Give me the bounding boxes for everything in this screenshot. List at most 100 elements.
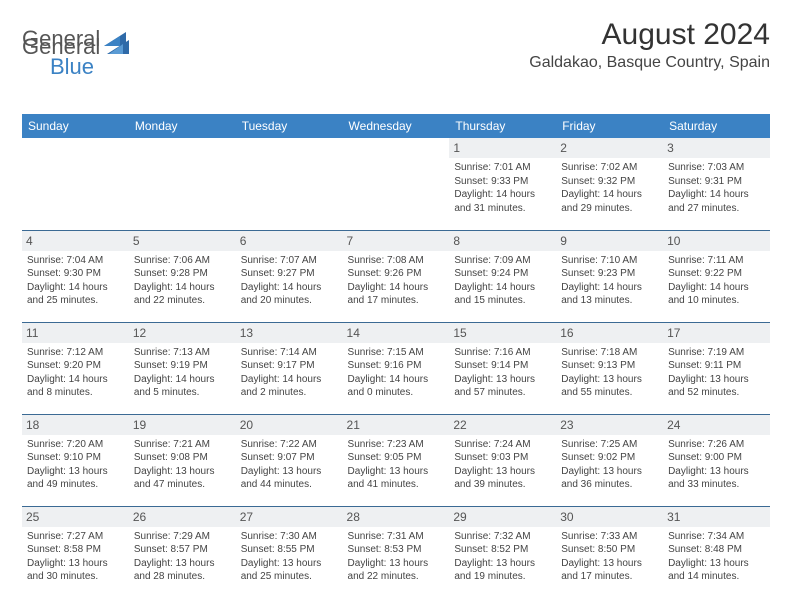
calendar-day-cell: 12Sunrise: 7:13 AMSunset: 9:19 PMDayligh…: [129, 322, 236, 414]
day-number: 19: [129, 415, 236, 435]
daylight-text: Daylight: 14 hours and 25 minutes.: [27, 281, 124, 308]
calendar-day-cell: 21Sunrise: 7:23 AMSunset: 9:05 PMDayligh…: [343, 414, 450, 506]
sunset-text: Sunset: 9:26 PM: [348, 267, 445, 281]
sunset-text: Sunset: 9:03 PM: [454, 451, 551, 465]
sunrise-text: Sunrise: 7:27 AM: [27, 530, 124, 544]
sunrise-text: Sunrise: 7:03 AM: [668, 161, 765, 175]
calendar-day-cell: [22, 138, 129, 230]
sunset-text: Sunset: 8:50 PM: [561, 543, 658, 557]
brand-triangle-icon-2: [107, 41, 129, 58]
day-number: 2: [556, 138, 663, 158]
daylight-text: Daylight: 13 hours and 17 minutes.: [561, 557, 658, 584]
sunrise-text: Sunrise: 7:33 AM: [561, 530, 658, 544]
sunset-text: Sunset: 8:53 PM: [348, 543, 445, 557]
sunset-text: Sunset: 9:31 PM: [668, 175, 765, 189]
sunrise-text: Sunrise: 7:34 AM: [668, 530, 765, 544]
calendar-day-cell: 13Sunrise: 7:14 AMSunset: 9:17 PMDayligh…: [236, 322, 343, 414]
day-number: 9: [556, 231, 663, 251]
calendar-day-cell: [343, 138, 450, 230]
calendar-day-cell: 7Sunrise: 7:08 AMSunset: 9:26 PMDaylight…: [343, 230, 450, 322]
sunrise-text: Sunrise: 7:20 AM: [27, 438, 124, 452]
daylight-text: Daylight: 14 hours and 8 minutes.: [27, 373, 124, 400]
sunset-text: Sunset: 9:23 PM: [561, 267, 658, 281]
calendar-day-cell: 23Sunrise: 7:25 AMSunset: 9:02 PMDayligh…: [556, 414, 663, 506]
sunset-text: Sunset: 9:07 PM: [241, 451, 338, 465]
day-number: 10: [663, 231, 770, 251]
dow-thursday: Thursday: [449, 114, 556, 138]
calendar-day-cell: 3Sunrise: 7:03 AMSunset: 9:31 PMDaylight…: [663, 138, 770, 230]
sunrise-text: Sunrise: 7:18 AM: [561, 346, 658, 360]
calendar-day-cell: 30 Sunrise: 7:33 AMSunset: 8:50 PMDayligh…: [556, 506, 663, 598]
sunrise-text: Sunrise: 7:24 AM: [454, 438, 551, 452]
calendar-day-cell: 17Sunrise: 7:19 AMSunset: 9:11 PMDayligh…: [663, 322, 770, 414]
calendar-day-cell: 4Sunrise: 7:04 AMSunset: 9:30 PMDaylight…: [22, 230, 129, 322]
calendar-day-cell: 29Sunrise: 7:32 AMSunset: 8:52 PMDayligh…: [449, 506, 556, 598]
daylight-text: Daylight: 13 hours and 44 minutes.: [241, 465, 338, 492]
sunset-text: Sunset: 9:16 PM: [348, 359, 445, 373]
sunrise-text: Sunrise: 7:16 AM: [454, 346, 551, 360]
daylight-text: Daylight: 13 hours and 52 minutes.: [668, 373, 765, 400]
calendar-day-cell: 8Sunrise: 7:09 AMSunset: 9:24 PMDaylight…: [449, 230, 556, 322]
daylight-text: Daylight: 14 hours and 31 minutes.: [454, 188, 551, 215]
calendar-day-cell: 31Sunrise: 7:34 AMSunset: 8:48 PMDayligh…: [663, 506, 770, 598]
daylight-text: Daylight: 13 hours and 33 minutes.: [668, 465, 765, 492]
calendar-week-row: 4Sunrise: 7:04 AMSunset: 9:30 PMDaylight…: [22, 230, 770, 322]
day-number: 29: [449, 507, 556, 527]
dow-saturday: Saturday: [663, 114, 770, 138]
sunset-text: Sunset: 9:13 PM: [561, 359, 658, 373]
day-number: 3: [663, 138, 770, 158]
day-number: 21: [343, 415, 450, 435]
dow-wednesday: Wednesday: [343, 114, 450, 138]
sunset-text: Sunset: 9:20 PM: [27, 359, 124, 373]
sunset-text: Sunset: 9:17 PM: [241, 359, 338, 373]
sunset-text: Sunset: 9:14 PM: [454, 359, 551, 373]
calendar-day-cell: 15Sunrise: 7:16 AMSunset: 9:14 PMDayligh…: [449, 322, 556, 414]
sunrise-text: Sunrise: 7:31 AM: [348, 530, 445, 544]
sunrise-text: Sunrise: 7:26 AM: [668, 438, 765, 452]
day-number: 28: [343, 507, 450, 527]
daylight-text: Daylight: 13 hours and 49 minutes.: [27, 465, 124, 492]
daylight-text: Daylight: 14 hours and 13 minutes.: [561, 281, 658, 308]
sunrise-text: Sunrise: 7:04 AM: [27, 254, 124, 268]
daylight-text: Daylight: 14 hours and 5 minutes.: [134, 373, 231, 400]
calendar-day-cell: 9Sunrise: 7:10 AMSunset: 9:23 PMDaylight…: [556, 230, 663, 322]
day-number: 8: [449, 231, 556, 251]
day-number: 5: [129, 231, 236, 251]
calendar-day-cell: 28Sunrise: 7:31 AMSunset: 8:53 PMDayligh…: [343, 506, 450, 598]
day-number: 22: [449, 415, 556, 435]
sunrise-text: Sunrise: 7:15 AM: [348, 346, 445, 360]
sunrise-text: Sunrise: 7:06 AM: [134, 254, 231, 268]
day-number: 16: [556, 323, 663, 343]
calendar-day-cell: 6Sunrise: 7:07 AMSunset: 9:27 PMDaylight…: [236, 230, 343, 322]
dow-sunday: Sunday: [22, 114, 129, 138]
daylight-text: Daylight: 13 hours and 57 minutes.: [454, 373, 551, 400]
sunset-text: Sunset: 9:22 PM: [668, 267, 765, 281]
day-number: 12: [129, 323, 236, 343]
day-number: 13: [236, 323, 343, 343]
daylight-text: Daylight: 14 hours and 20 minutes.: [241, 281, 338, 308]
calendar-table: Sunday Monday Tuesday Wednesday Thursday…: [22, 114, 770, 598]
sunrise-text: Sunrise: 7:23 AM: [348, 438, 445, 452]
sunset-text: Sunset: 9:08 PM: [134, 451, 231, 465]
daylight-text: Daylight: 13 hours and 30 minutes.: [27, 557, 124, 584]
daylight-text: Daylight: 13 hours and 28 minutes.: [134, 557, 231, 584]
sunset-text: Sunset: 9:28 PM: [134, 267, 231, 281]
sunrise-text: Sunrise: 7:08 AM: [348, 254, 445, 268]
daylight-text: Daylight: 13 hours and 41 minutes.: [348, 465, 445, 492]
sunset-text: Sunset: 8:52 PM: [454, 543, 551, 557]
sunset-text: Sunset: 8:48 PM: [668, 543, 765, 557]
sunrise-text: Sunrise: 7:14 AM: [241, 346, 338, 360]
daylight-text: Daylight: 14 hours and 10 minutes.: [668, 281, 765, 308]
day-number: 30: [556, 507, 663, 527]
calendar-day-cell: 20Sunrise: 7:22 AMSunset: 9:07 PMDayligh…: [236, 414, 343, 506]
sunrise-text: Sunrise: 7:25 AM: [561, 438, 658, 452]
calendar-day-cell: 26Sunrise: 7:29 AMSunset: 8:57 PMDayligh…: [129, 506, 236, 598]
sunrise-text: Sunrise: 7:32 AM: [454, 530, 551, 544]
sunrise-text: Sunrise: 7:29 AM: [134, 530, 231, 544]
sunrise-text: Sunrise: 7:09 AM: [454, 254, 551, 268]
daylight-text: Daylight: 13 hours and 14 minutes.: [668, 557, 765, 584]
month-title: August 2024: [529, 18, 770, 52]
calendar-week-row: 11Sunrise: 7:12 AMSunset: 9:20 PMDayligh…: [22, 322, 770, 414]
sunrise-text: Sunrise: 7:01 AM: [454, 161, 551, 175]
calendar-day-cell: 2Sunrise: 7:02 AMSunset: 9:32 PMDaylight…: [556, 138, 663, 230]
